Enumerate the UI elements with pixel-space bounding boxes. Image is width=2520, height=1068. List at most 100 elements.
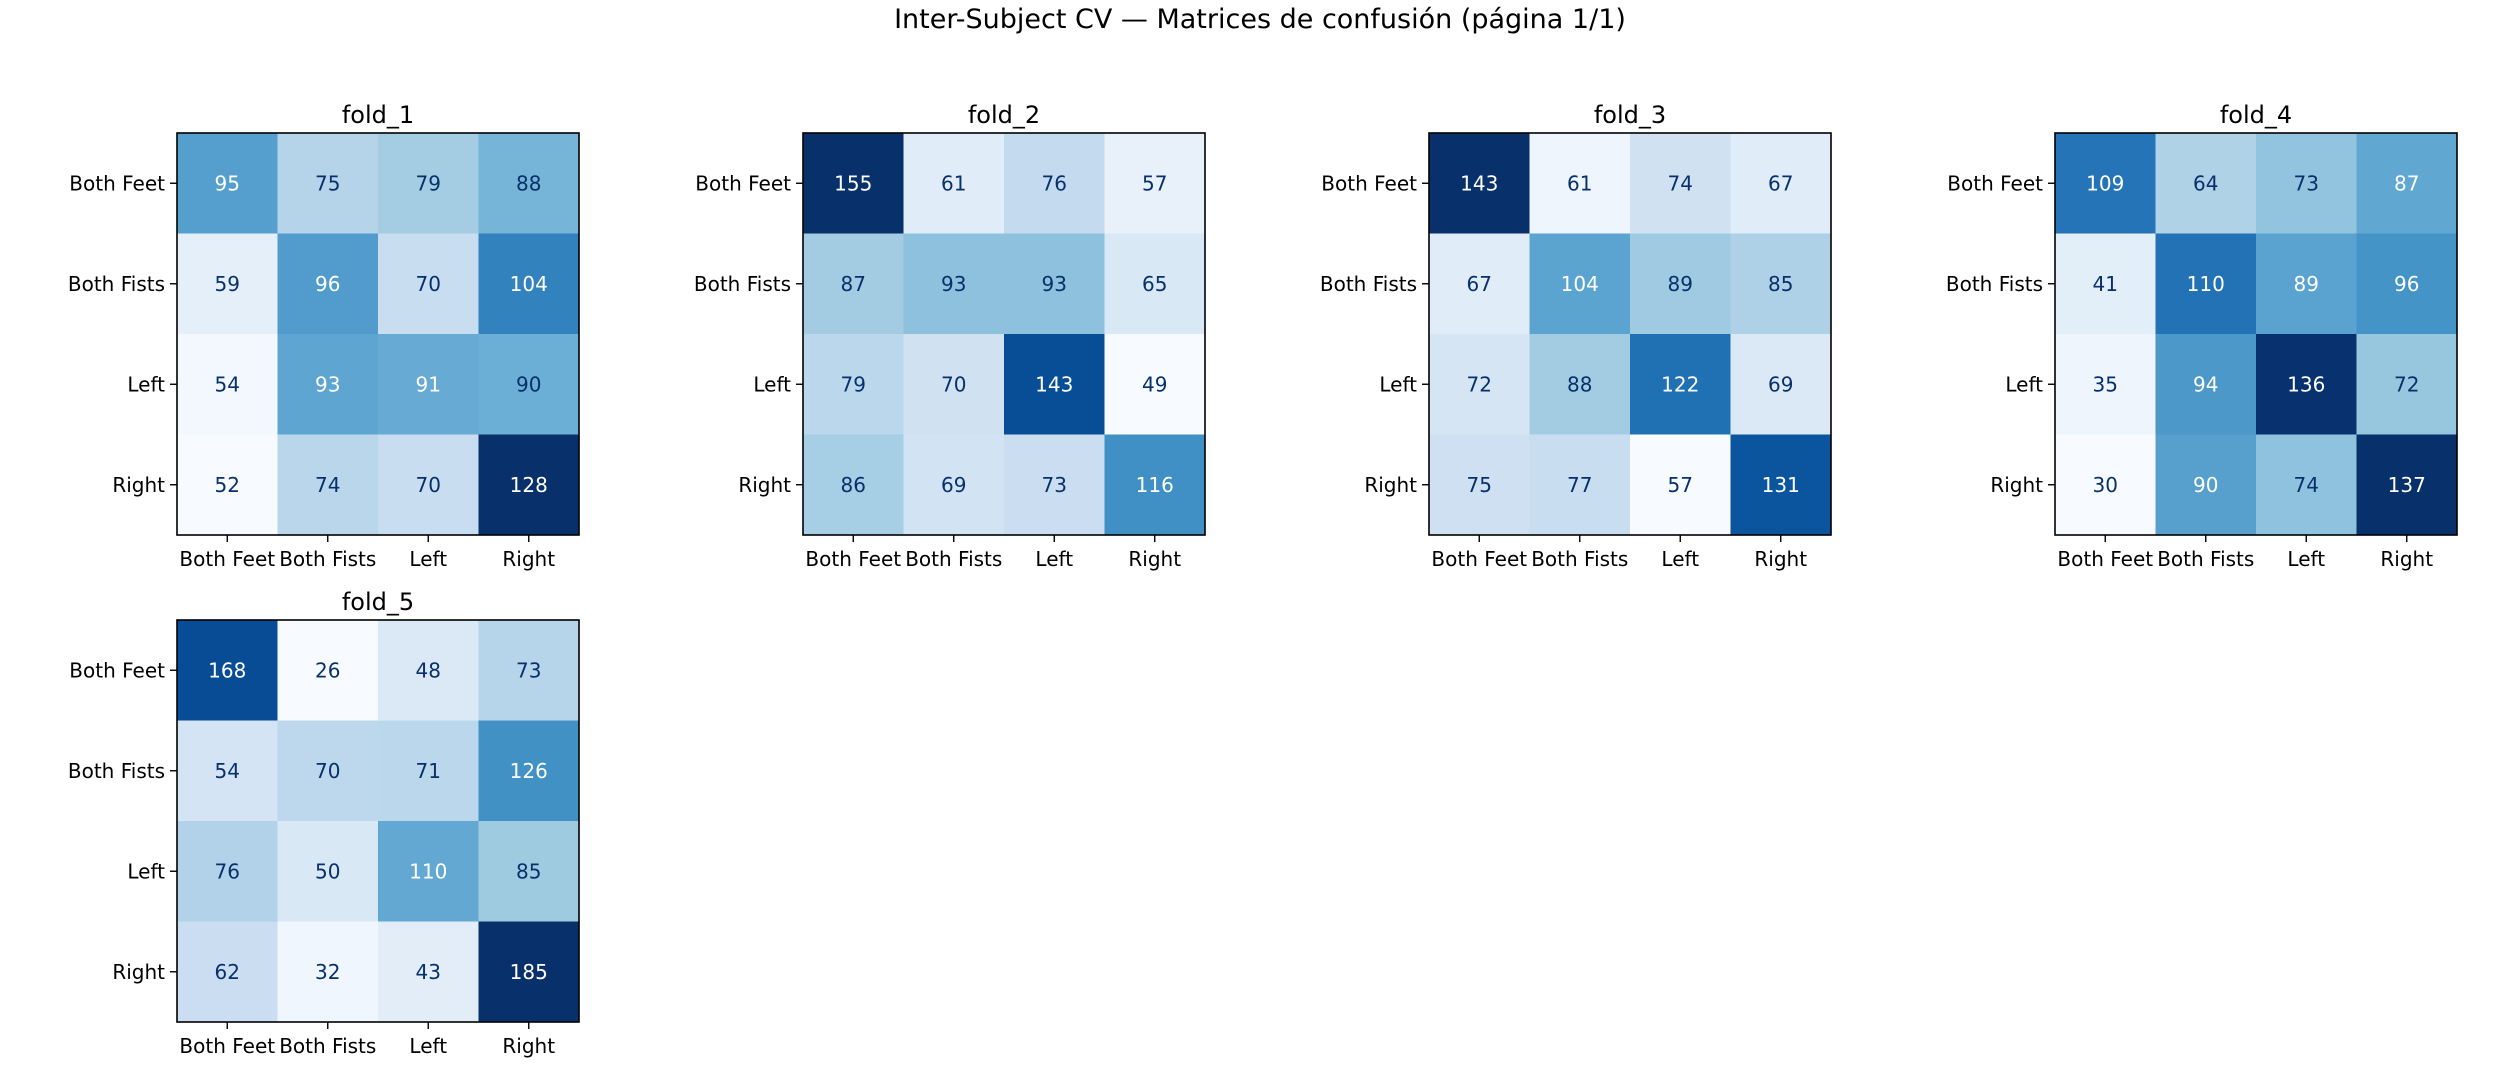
heatmap-cell [2356, 334, 2458, 435]
heatmap-cell [1004, 334, 1105, 435]
heatmap-cell [1529, 233, 1631, 335]
y-tick-label: Both Feet [69, 171, 165, 195]
cell-value-label: 32 [315, 960, 340, 984]
cell-value-label: 155 [834, 171, 872, 195]
y-tick-label: Both Fists [694, 272, 791, 296]
cell-value-label: 70 [941, 372, 966, 396]
cell-value-label: 85 [1768, 272, 1793, 296]
heatmap-cell [1730, 434, 1832, 536]
y-tick-label: Left [753, 372, 791, 396]
y-tick-label: Right [112, 473, 165, 497]
heatmap-cell [1104, 434, 1206, 536]
heatmap-cell [2055, 233, 2156, 335]
cell-value-label: 61 [941, 171, 966, 195]
panel-title-1: fold_1 [342, 101, 414, 129]
cell-value-label: 75 [315, 171, 340, 195]
heatmap-cell [277, 133, 379, 234]
heatmap-cell [478, 821, 580, 922]
cell-value-label: 87 [2394, 171, 2419, 195]
heatmap-cell [2155, 434, 2257, 536]
panel-frame [2054, 132, 2458, 536]
cell-value-label: 86 [841, 473, 866, 497]
cell-value-label: 136 [2287, 372, 2325, 396]
heatmap-cell [277, 233, 379, 335]
cell-value-label: 90 [516, 372, 541, 396]
x-tick-label: Right [1128, 547, 1181, 571]
y-tick-label: Both Fists [1320, 272, 1417, 296]
x-tick-label: Left [1661, 547, 1699, 571]
cell-value-label: 74 [1668, 171, 1693, 195]
heatmap-cell [2155, 334, 2257, 435]
x-tick-label: Both Feet [179, 547, 275, 571]
heatmap-cell [2356, 233, 2458, 335]
cell-value-label: 116 [1136, 473, 1174, 497]
heatmap-cell [803, 434, 904, 536]
heatmap-cell [478, 620, 580, 721]
heatmap-cell [1630, 133, 1731, 234]
panel-title-5: fold_5 [342, 588, 414, 616]
cell-value-label: 73 [516, 658, 541, 682]
cell-value-label: 57 [1668, 473, 1693, 497]
x-tick-label: Both Fists [279, 1034, 376, 1058]
cell-value-label: 79 [841, 372, 866, 396]
cell-value-label: 41 [2093, 272, 2118, 296]
cell-value-label: 76 [215, 859, 240, 883]
heatmap-cell [2055, 334, 2156, 435]
heatmap-cell [2155, 133, 2257, 234]
x-tick-label: Both Feet [1431, 547, 1527, 571]
cell-value-label: 54 [215, 759, 240, 783]
heatmap-cell [1104, 133, 1206, 234]
cell-value-label: 91 [416, 372, 441, 396]
heatmap-cell [277, 334, 379, 435]
heatmap-cell [378, 620, 479, 721]
y-tick-label: Both Feet [69, 658, 165, 682]
heatmap-cell [1529, 133, 1631, 234]
heatmap-cell [903, 334, 1005, 435]
cell-value-label: 52 [215, 473, 240, 497]
heatmap-cell [378, 434, 479, 536]
heatmap-cell [378, 133, 479, 234]
heatmap-cell [903, 233, 1005, 335]
y-tick-label: Right [112, 960, 165, 984]
cell-value-label: 93 [315, 372, 340, 396]
x-tick-label: Both Feet [179, 1034, 275, 1058]
heatmap-cell [1630, 334, 1731, 435]
x-tick-label: Right [502, 1034, 555, 1058]
heatmap-cell [277, 434, 379, 536]
cell-value-label: 71 [416, 759, 441, 783]
y-tick-label: Left [127, 372, 165, 396]
heatmap-cell [177, 720, 278, 822]
cell-value-label: 69 [1768, 372, 1793, 396]
heatmap-cell [378, 720, 479, 822]
cell-value-label: 88 [516, 171, 541, 195]
cell-value-label: 104 [1561, 272, 1599, 296]
cell-value-label: 74 [315, 473, 340, 497]
panel-title-2: fold_2 [968, 101, 1040, 129]
y-tick-label: Both Fists [68, 759, 165, 783]
heatmap-cell [803, 133, 904, 234]
cell-value-label: 89 [2294, 272, 2319, 296]
heatmap-cell [177, 133, 278, 234]
cell-value-label: 54 [215, 372, 240, 396]
heatmap-cell [803, 334, 904, 435]
cell-value-label: 72 [1467, 372, 1492, 396]
heatmap-cell [378, 334, 479, 435]
heatmap-cell [478, 334, 580, 435]
cell-value-label: 109 [2086, 171, 2124, 195]
y-tick-label: Both Feet [1321, 171, 1417, 195]
cell-value-label: 87 [841, 272, 866, 296]
cell-value-label: 72 [2394, 372, 2419, 396]
panel-frame [176, 619, 580, 1023]
heatmap-cell [2256, 434, 2357, 536]
cell-value-label: 95 [215, 171, 240, 195]
cell-value-label: 57 [1142, 171, 1167, 195]
x-tick-label: Left [409, 1034, 447, 1058]
heatmap-cell [478, 434, 580, 536]
cell-value-label: 85 [516, 859, 541, 883]
y-tick-label: Both Feet [1947, 171, 2043, 195]
figure-title: Inter-Subject CV — Matrices de confusión… [894, 4, 1626, 35]
x-tick-label: Left [1035, 547, 1073, 571]
cell-value-label: 75 [1467, 473, 1492, 497]
cell-value-label: 70 [416, 473, 441, 497]
